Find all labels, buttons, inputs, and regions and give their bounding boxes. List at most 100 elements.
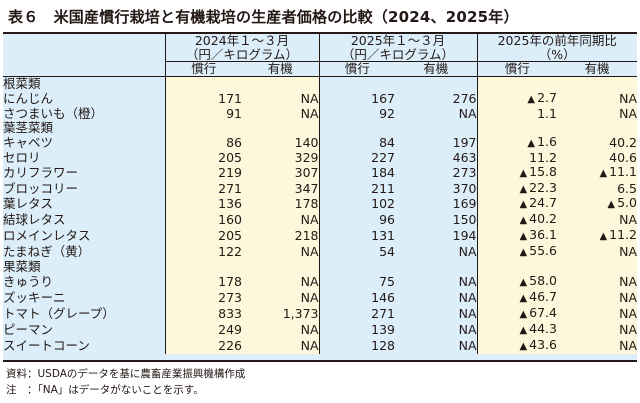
change-value: 1.1 [537,107,557,121]
change-value: 40.2 [529,212,557,227]
negative-triangle-icon: ▲ [599,167,608,179]
change-value: 46.7 [529,289,557,304]
change-organic: ▲ 5.0 [557,196,637,213]
table-row: たまねぎ（黄） 122 NA 54 NA ▲ 55.6 NA [3,244,637,261]
negative-triangle-icon: ▲ [519,292,528,304]
header-change-conventional: 慣行 [476,61,557,78]
change-organic: NA [557,91,637,107]
price-2024-organic: NA [242,107,319,121]
negative-triangle-icon: ▲ [527,137,536,149]
table-title: 表６ 米国産慣行栽培と有機栽培の生産者価格の比較（2024、2025年） [8,8,519,26]
empty-cell [318,120,395,135]
header-2025-organic: 有機 [395,61,477,78]
header-2024-label: 2024年１～３月 [164,34,319,48]
price-table-panel: 2024年１～３月 2025年１～３月 2025年の前年同期比 （円／キログラム… [3,32,637,362]
price-2025-organic: NA [458,321,477,337]
price-2024-organic: NA [242,91,319,107]
change-organic: 40.2 [557,134,637,151]
price-2024-conventional: 219 [164,164,242,181]
price-2025-organic: NA [458,244,477,260]
price-2025-conventional: 139 [318,321,395,338]
table-row: キャベツ 86 140 84 197 ▲ 1.6 40.2 [3,134,637,151]
empty-cell [395,260,477,274]
negative-triangle-icon: ▲ [527,94,536,106]
header-2024-organic: 有機 [242,61,319,78]
price-2025-organic: 197 [452,134,477,150]
change-conventional: ▲ 46.7 [476,289,557,306]
change-conventional: ▲ 58.0 [476,273,557,290]
category-label: 果菜類 [3,260,41,274]
price-2025-conventional: 184 [318,164,395,181]
item-name: ズッキーニ [3,289,66,305]
table-row: スイートコーン 226 NA 128 NA ▲ 43.6 NA [3,337,637,354]
change-value: 40.6 [609,150,637,165]
change-value: 43.6 [529,337,557,352]
change-value: 24.7 [529,196,557,211]
price-2025-organic: NA [458,289,477,305]
negative-triangle-icon: ▲ [519,276,528,288]
change-organic: ▲ 11.2 [557,228,637,245]
header-change-unit: （%） [476,47,637,63]
change-value: 11.1 [609,164,637,179]
price-2025-conventional: 54 [318,244,395,261]
item-name: 葉レタス [3,196,54,212]
negative-triangle-icon: ▲ [519,199,528,211]
change-value: 67.4 [529,305,557,320]
price-2024-organic: 140 [242,134,319,151]
empty-cell [242,260,319,274]
table-row: にんじん 171 NA 167 276 ▲ 2.7 NA [3,91,637,107]
change-value: 40.2 [609,134,637,150]
change-value: NA [619,321,637,337]
price-2024-conventional: 205 [164,150,242,165]
price-2024-organic: NA [242,321,319,338]
item-name: キャベツ [3,134,54,150]
item-name: カリフラワー [3,164,79,180]
empty-cell [557,260,637,274]
price-2025-organic: NA [458,305,477,321]
change-organic: 40.6 [557,150,637,165]
header-2025-label: 2025年１～３月 [318,34,477,48]
price-2025-organic: 463 [452,150,477,165]
table-row: セロリ 205 329 227 463 11.2 40.6 [3,150,637,165]
change-organic: NA [557,107,637,121]
change-organic: ▲ 11.1 [557,164,637,181]
price-2025-organic: 169 [452,196,477,212]
change-conventional: ▲ 2.7 [476,91,557,107]
change-value: 11.2 [529,150,557,165]
price-2025-organic: 194 [452,228,477,244]
footnotes: 資料：USDAのデータを基に農畜産業振興機構作成 注 ：「NA」はデータがないこ… [6,366,245,398]
negative-triangle-icon: ▲ [607,199,616,211]
price-2024-conventional: 136 [164,196,242,213]
item-name: きゅうり [3,273,54,289]
table-row: さつまいも（橙） 91 NA 92 NA 1.1 NA [3,107,637,121]
price-2024-conventional: 833 [164,305,242,322]
header-change-label: 2025年の前年同期比 [476,34,637,48]
price-2025-organic: NA [458,107,477,121]
change-conventional: ▲ 24.7 [476,196,557,213]
price-2024-conventional: 86 [164,134,242,151]
price-2025-conventional: 271 [318,305,395,322]
item-name: にんじん [3,91,54,107]
change-conventional: ▲ 44.3 [476,321,557,338]
price-2025-conventional: 96 [318,212,395,229]
category-row: 根菜類 [3,76,637,92]
table-row: きゅうり 178 NA 75 NA ▲ 58.0 NA [3,273,637,290]
negative-triangle-icon: ▲ [519,308,528,320]
item-name: スイートコーン [3,337,90,353]
change-conventional: 11.2 [476,150,557,165]
change-organic: NA [557,321,637,338]
price-2025-conventional: 128 [318,337,395,354]
empty-cell [557,76,637,92]
table-row: ロメインレタス 205 218 131 194 ▲ 36.1 ▲ 11.2 [3,228,637,245]
item-name: さつまいも（橙） [3,107,104,121]
negative-triangle-icon: ▲ [519,324,528,336]
price-2025-conventional: 146 [318,289,395,306]
price-2025-conventional: 131 [318,228,395,245]
price-2024-organic: NA [242,337,319,354]
change-value: NA [619,273,637,289]
price-2024-conventional: 122 [164,244,242,261]
change-conventional: ▲ 40.2 [476,212,557,229]
change-value: 58.0 [529,273,557,288]
source-note: 資料：USDAのデータを基に農畜産業振興機構作成 [6,368,246,380]
category-label: 根菜類 [3,76,41,92]
